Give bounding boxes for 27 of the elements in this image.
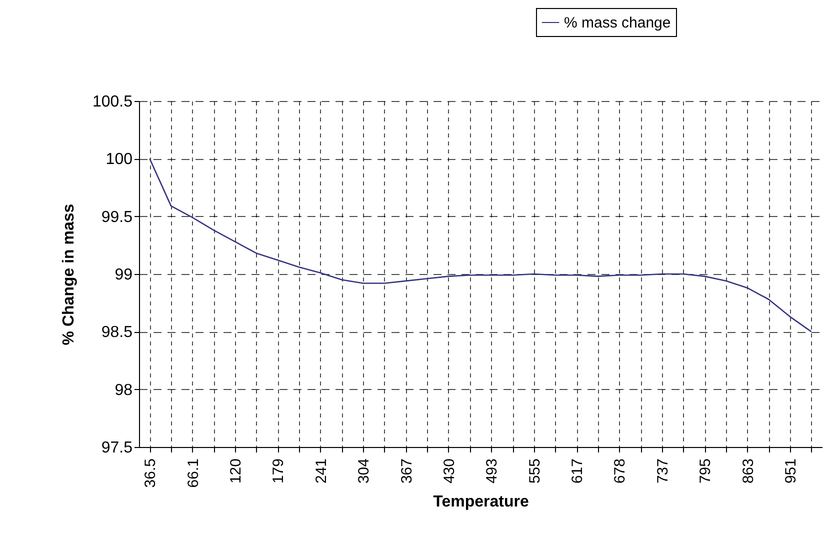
x-tick-label: 66.1 [184, 458, 202, 488]
x-tick-label: 120 [228, 458, 245, 484]
y-tick-label: 98 [114, 382, 133, 399]
y-tick-label: 97.5 [101, 440, 133, 456]
x-tick-label: 678 [612, 458, 629, 484]
y-axis-title: % Change in mass [60, 204, 78, 346]
line-series [149, 158, 812, 332]
x-tick-label: 241 [312, 458, 330, 484]
x-tick-label: 737 [654, 458, 672, 484]
x-tick-label: 36.5 [142, 458, 160, 488]
x-tick-label: 795 [697, 458, 714, 484]
x-tick-label: 493 [484, 458, 501, 484]
x-tick-label: 179 [270, 458, 288, 484]
x-axis-title: Temperature [433, 494, 529, 511]
x-tick-label: 863 [740, 458, 757, 484]
x-tick-label: 951 [782, 458, 800, 484]
y-tick-label: 98.5 [101, 324, 133, 342]
x-tick-label: 555 [526, 458, 544, 484]
y-tick-label: 99.5 [101, 208, 133, 226]
x-tick-label: 304 [356, 458, 373, 484]
y-tick-label: 99 [114, 266, 133, 284]
x-tick-label: 430 [440, 458, 458, 484]
legend-label: % mass change [564, 14, 671, 32]
y-tick-label: 100.5 [92, 94, 133, 110]
x-tick-label: 617 [569, 458, 586, 484]
x-tick-label: 367 [398, 458, 416, 484]
y-tick-label: 100 [106, 151, 133, 168]
